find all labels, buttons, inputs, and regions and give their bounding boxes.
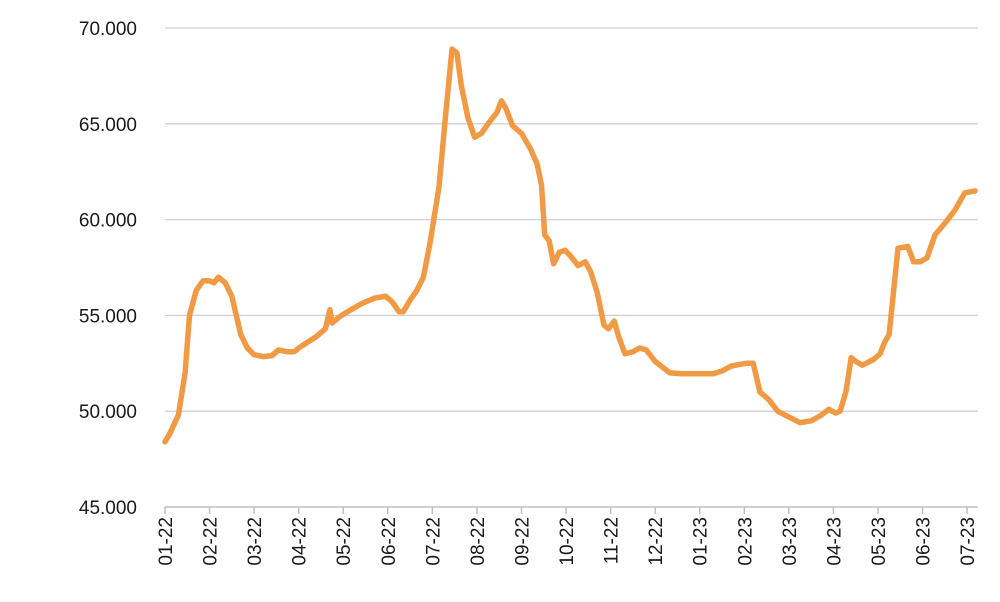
x-tick-label: 07-23	[958, 517, 979, 566]
x-tick-label: 10-22	[557, 517, 578, 566]
x-tick-label: 07-22	[423, 517, 444, 566]
x-tick-label: 12-22	[646, 517, 667, 566]
y-tick-label: 55.000	[79, 306, 137, 327]
x-tick-label: 11-22	[602, 517, 623, 564]
x-tick-label: 03-23	[780, 517, 801, 566]
x-tick-label: 04-23	[824, 517, 845, 566]
x-tick-label: 01-22	[156, 517, 177, 566]
x-tick-label: 05-23	[869, 517, 890, 566]
x-tick-label: 03-22	[245, 517, 266, 566]
x-tick-label: 06-22	[379, 517, 400, 566]
x-tick-label: 02-22	[201, 517, 222, 566]
x-tick-label: 01-23	[691, 517, 712, 566]
y-tick-label: 50.000	[79, 402, 137, 423]
x-tick-label: 08-22	[468, 517, 489, 566]
y-tick-label: 70.000	[79, 19, 137, 40]
x-tick-label: 06-23	[914, 517, 935, 566]
y-tick-label: 65.000	[79, 115, 137, 136]
data-line	[162, 46, 978, 445]
x-tick-label: 09-22	[512, 517, 533, 566]
y-tick-label: 45.000	[79, 498, 137, 519]
x-tick-label: 02-23	[735, 517, 756, 566]
x-tick-label: 04-22	[290, 517, 311, 566]
x-tick-label: 05-22	[334, 517, 355, 566]
y-tick-label: 60.000	[79, 211, 137, 232]
